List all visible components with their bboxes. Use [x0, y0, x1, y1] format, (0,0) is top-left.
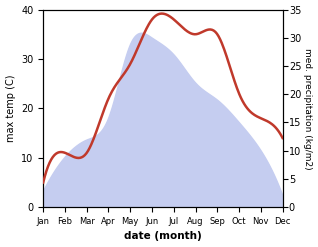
Y-axis label: max temp (C): max temp (C) — [5, 75, 16, 142]
X-axis label: date (month): date (month) — [124, 231, 202, 242]
Y-axis label: med. precipitation (kg/m2): med. precipitation (kg/m2) — [303, 48, 313, 169]
